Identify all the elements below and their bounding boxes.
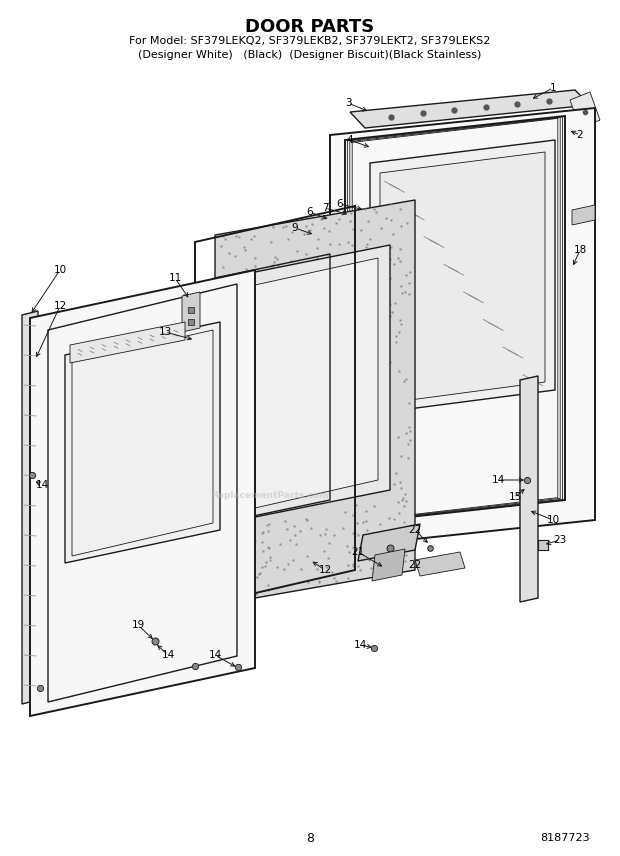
Text: 13: 13 <box>158 327 172 337</box>
Polygon shape <box>22 311 38 704</box>
Polygon shape <box>182 292 200 332</box>
Text: 18: 18 <box>574 245 587 255</box>
Polygon shape <box>255 258 378 508</box>
Text: 22: 22 <box>409 525 422 535</box>
Text: ReplacementParts.com: ReplacementParts.com <box>211 490 329 500</box>
Text: 14: 14 <box>161 650 175 660</box>
Polygon shape <box>330 108 595 548</box>
Polygon shape <box>520 376 538 602</box>
Polygon shape <box>370 140 555 414</box>
Text: 14: 14 <box>208 650 221 660</box>
Text: 22: 22 <box>409 560 422 570</box>
Text: 10: 10 <box>546 515 560 525</box>
Polygon shape <box>30 270 255 716</box>
Text: 19: 19 <box>131 620 144 630</box>
Text: 9: 9 <box>291 223 298 233</box>
Text: 14: 14 <box>35 480 48 490</box>
Text: 1: 1 <box>550 83 556 93</box>
Polygon shape <box>65 322 220 563</box>
Text: DOOR PARTS: DOOR PARTS <box>246 18 374 36</box>
Text: 10: 10 <box>53 265 66 275</box>
Text: 11: 11 <box>169 273 182 283</box>
Polygon shape <box>380 152 545 404</box>
Text: 14: 14 <box>492 475 505 485</box>
Text: For Model: SF379LEKQ2, SF379LEKB2, SF379LEKT2, SF379LEKS2: For Model: SF379LEKQ2, SF379LEKB2, SF379… <box>130 36 490 46</box>
Text: 3: 3 <box>345 98 352 108</box>
Polygon shape <box>570 92 600 128</box>
Polygon shape <box>372 549 405 581</box>
Polygon shape <box>70 322 185 363</box>
Text: 12: 12 <box>319 565 332 575</box>
Polygon shape <box>572 205 595 225</box>
Text: 6: 6 <box>307 207 313 217</box>
Polygon shape <box>358 524 420 561</box>
Polygon shape <box>215 200 415 605</box>
Text: 21: 21 <box>352 547 365 557</box>
Text: 4: 4 <box>347 135 353 145</box>
Text: 7: 7 <box>322 203 329 213</box>
Text: 8: 8 <box>306 831 314 845</box>
Text: 15: 15 <box>508 492 521 502</box>
Text: 12: 12 <box>53 301 66 311</box>
Polygon shape <box>240 245 390 520</box>
Polygon shape <box>415 552 465 576</box>
Text: 2: 2 <box>577 130 583 140</box>
Text: (Designer White)   (Black)  (Designer Biscuit)(Black Stainless): (Designer White) (Black) (Designer Biscu… <box>138 50 482 60</box>
Polygon shape <box>350 90 590 128</box>
Text: 23: 23 <box>554 535 567 545</box>
Text: 6: 6 <box>337 199 343 209</box>
Text: 8187723: 8187723 <box>541 833 590 843</box>
Text: 14: 14 <box>353 640 366 650</box>
